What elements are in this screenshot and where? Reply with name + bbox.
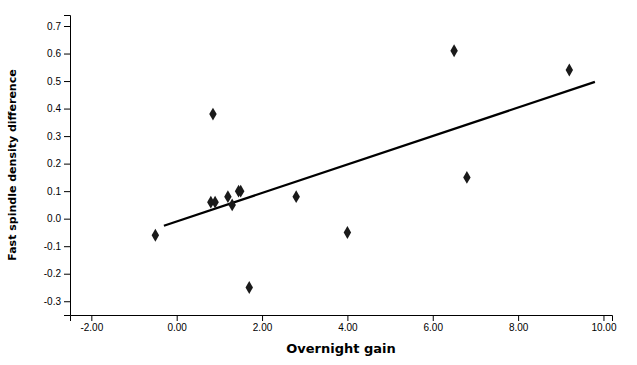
tick-mark	[347, 315, 348, 321]
tick-mark	[177, 315, 178, 321]
tick-mark	[64, 81, 70, 82]
point	[566, 64, 573, 77]
tick-label: 0.00	[167, 322, 187, 333]
y-axis-title: Fast spindle density difference	[6, 69, 19, 260]
tick: -0.2	[44, 268, 70, 279]
tick-label: 0.5	[47, 76, 61, 87]
tick-mark	[64, 54, 70, 55]
axis-line	[71, 316, 613, 322]
tick-mark	[64, 164, 70, 165]
tick-mark	[64, 26, 70, 27]
tick-mark	[91, 315, 92, 321]
tick-mark	[64, 274, 70, 275]
tick-mark	[64, 246, 70, 247]
y-axis: -0.3 -0.2 -0.1 0.0 0.1 0.2 0.3 0.4 0.5 0.6 0.7	[44, 16, 71, 316]
marks	[152, 44, 595, 294]
point	[463, 171, 470, 184]
axis-line	[64, 16, 71, 316]
tick-label: 0.4	[47, 103, 61, 114]
tick-mark	[64, 219, 70, 220]
tick-mark	[64, 301, 70, 302]
chart-svg: -2.000.002.004.006.008.0010.00-0.3-0.2-0…	[0, 0, 637, 365]
tick-label: -0.2	[44, 268, 62, 279]
point	[211, 196, 218, 209]
tick-mark	[64, 109, 70, 110]
tick: 2.00	[253, 315, 273, 333]
tick-label: 4.00	[338, 322, 358, 333]
tick-label: 0.6	[47, 48, 61, 59]
tick-label: 0.0	[47, 213, 61, 224]
tick-label: -0.3	[44, 296, 62, 307]
tick: 8.00	[509, 315, 529, 333]
tick-label: -2.00	[80, 322, 103, 333]
tick-mark	[262, 315, 263, 321]
point	[228, 198, 235, 211]
tick-label: 10.00	[591, 322, 616, 333]
tick: 0.2	[47, 158, 70, 169]
chart-container: -2.000.002.004.006.008.0010.00-0.3-0.2-0…	[0, 0, 637, 365]
tick-mark	[433, 315, 434, 321]
tick: 0.00	[167, 315, 187, 333]
tick-label: -0.1	[44, 241, 62, 252]
tick: 0.1	[47, 186, 70, 197]
point	[344, 226, 351, 239]
tick: 4.00	[338, 315, 358, 333]
point	[224, 190, 231, 203]
tick: 0.3	[47, 131, 70, 142]
point	[450, 44, 457, 57]
tick-mark	[64, 191, 70, 192]
tick-label: 0.2	[47, 158, 61, 169]
tick-mark	[603, 315, 604, 321]
point	[152, 229, 159, 242]
regression-line	[164, 82, 595, 226]
tick: 0.7	[47, 21, 70, 32]
point	[209, 108, 216, 121]
point	[292, 190, 299, 203]
tick: 0.4	[47, 103, 70, 114]
tick-mark	[64, 136, 70, 137]
point	[237, 185, 244, 198]
tick: 0.0	[47, 213, 70, 224]
point	[246, 281, 253, 294]
plot-root: -2.000.002.004.006.008.0010.00-0.3-0.2-0…	[44, 16, 617, 334]
tick: 10.00	[591, 315, 616, 333]
tick-label: 2.00	[253, 322, 273, 333]
tick: -0.3	[44, 296, 70, 307]
tick: -2.00	[80, 315, 103, 333]
tick-label: 8.00	[509, 322, 529, 333]
tick: -0.1	[44, 241, 70, 252]
tick: 0.5	[47, 76, 70, 87]
tick: 0.6	[47, 48, 70, 59]
tick-label: 0.1	[47, 186, 61, 197]
x-axis: -2.00 0.00 2.00 4.00 6.00 8.00 10.00	[71, 315, 617, 333]
x-axis-title: Overnight gain	[286, 341, 396, 356]
tick: 6.00	[424, 315, 444, 333]
tick-label: 6.00	[424, 322, 444, 333]
tick-label: 0.7	[47, 21, 61, 32]
tick-label: 0.3	[47, 131, 61, 142]
tick-mark	[518, 315, 519, 321]
